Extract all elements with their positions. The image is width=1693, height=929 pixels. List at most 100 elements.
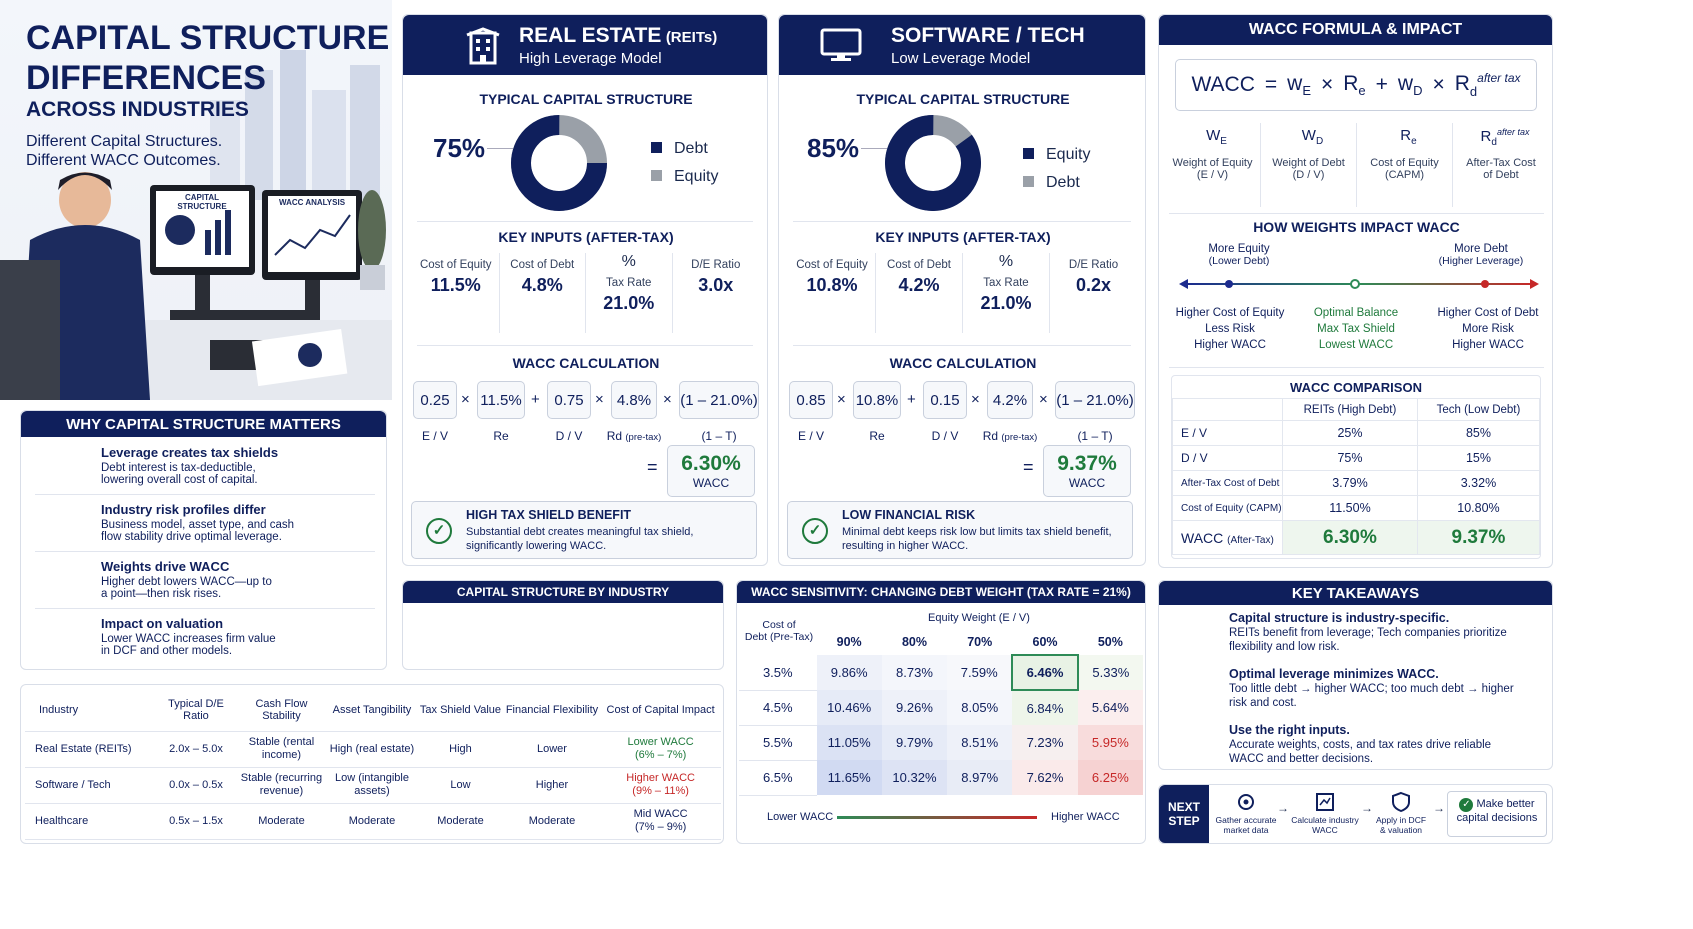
takeaway-desc: Too little debt → higher WACC; too much … bbox=[1229, 683, 1514, 695]
takeaway-title: Capital structure is industry-specific. bbox=[1229, 611, 1450, 625]
industry-table-header: Financial Flexibility bbox=[503, 689, 601, 732]
wacc-result-label: WACC bbox=[1068, 476, 1106, 490]
tech-pct-leader bbox=[861, 148, 887, 149]
sens-cell: 8.97% bbox=[947, 760, 1013, 795]
sens-cell: 6.46% bbox=[1011, 654, 1079, 691]
key-input-label: Cost of Equity bbox=[419, 259, 492, 271]
industry-impact: Mid WACC (7% – 9%) bbox=[600, 803, 721, 840]
weights-scale bbox=[1179, 279, 1539, 289]
weights-effect: Optimal Balance bbox=[1313, 307, 1399, 319]
formula-card: WACC FORMULA & IMPACT WACC = wE × Re + wD… bbox=[1158, 14, 1553, 568]
calc-operator: × bbox=[461, 391, 470, 408]
reit-structure-label: TYPICAL CAPITAL STRUCTURE bbox=[479, 91, 693, 107]
comp-cell: 10.80% bbox=[1416, 495, 1541, 521]
building-icon bbox=[466, 27, 500, 65]
sens-row-header: 5.5% bbox=[739, 725, 817, 761]
formula-part-label: (D / V) bbox=[1292, 169, 1325, 181]
reit-pct-leader bbox=[487, 148, 513, 149]
comparison-box: WACC COMPARISON REITs (High Debt) Tech (L… bbox=[1171, 375, 1541, 559]
sens-cell: 5.64% bbox=[1077, 690, 1143, 725]
calc-value-box: (1 – 21.0%) bbox=[679, 381, 759, 419]
sens-col-header: 80% bbox=[901, 635, 927, 649]
key-input-value: 10.8% bbox=[806, 275, 858, 295]
next-step-3: Apply in DCF & valuation bbox=[1369, 791, 1433, 835]
industry-table-card: Industry Typical D/E Ratio Cash Flow Stabi… bbox=[20, 684, 724, 844]
by-industry-header: CAPITAL STRUCTURE BY INDUSTRY bbox=[403, 581, 723, 603]
sens-cell: 8.05% bbox=[947, 690, 1013, 725]
why-item: Impact on valuation Lower WACC increases … bbox=[35, 612, 375, 666]
calculator-chart-icon bbox=[1316, 793, 1334, 811]
why-item-desc: lowering overall cost of capital. bbox=[101, 474, 258, 486]
sensitivity-table: 90% 80% 70% 60% 50% 3.5% 9.86% 8.73% 7.59% 6.46% 5… bbox=[739, 629, 1143, 796]
why-item-desc: Higher debt lowers WACC—up to bbox=[101, 576, 272, 588]
weights-effect: Higher Cost of Debt bbox=[1437, 307, 1539, 319]
takeaway-item: Use the right inputs. Accurate weights, c… bbox=[1171, 721, 1546, 773]
industry-cell: High bbox=[417, 731, 504, 768]
industry-cell: Low bbox=[417, 767, 504, 804]
weights-effect: Max Tax Shield bbox=[1317, 323, 1395, 335]
key-input: D/E Ratio 0.2x bbox=[1050, 253, 1137, 333]
sens-cell: 9.26% bbox=[881, 690, 948, 725]
formula-part-label: (CAPM) bbox=[1384, 169, 1425, 181]
comp-wacc-row: WACC (After-Tax) 6.30% 9.37% bbox=[1172, 520, 1541, 555]
sens-higher-label: Higher WACC bbox=[1051, 811, 1120, 823]
industry-cell: High (real estate) bbox=[326, 731, 418, 768]
industry-name: Healthcare bbox=[35, 814, 89, 827]
calc-operator: × bbox=[837, 391, 846, 408]
calc-value-label: D / V bbox=[555, 429, 583, 443]
comp-cell: 75% bbox=[1282, 445, 1418, 471]
why-item-desc: in DCF and other models. bbox=[101, 645, 233, 657]
sens-row-label: Cost of Debt (Pre-Tax) bbox=[744, 619, 814, 643]
calc-equals: = bbox=[1023, 457, 1034, 477]
screen-label-wacc-analysis: WACC ANALYSIS bbox=[278, 198, 346, 207]
calc-value-box: 0.85 bbox=[789, 381, 833, 419]
wacc-result: 9.37% WACC bbox=[1043, 445, 1131, 497]
reit-header: REAL ESTATE (REITs) High Leverage Model bbox=[403, 15, 767, 75]
industry-table-header: Cash Flow Stability bbox=[236, 689, 327, 732]
benefit-desc: significantly lowering WACC. bbox=[466, 540, 607, 552]
sens-gradient-bar bbox=[837, 816, 1037, 819]
weights-effect: More Risk bbox=[1462, 323, 1514, 335]
sens-cell: 10.32% bbox=[881, 760, 948, 795]
weights-label: HOW WEIGHTS IMPACT WACC bbox=[1253, 219, 1460, 235]
industry-table-header: Cost of Capital Impact bbox=[600, 689, 721, 732]
comp-cell: 3.79% bbox=[1282, 470, 1418, 496]
sens-cell: 11.05% bbox=[816, 725, 882, 760]
calc-value-label: (1 – T) bbox=[1077, 429, 1113, 443]
sens-row: 4.5% 10.46% 9.26% 8.05% 6.84% 5.64% bbox=[739, 690, 1143, 726]
sens-cell: 10.46% bbox=[816, 690, 882, 725]
why-item-desc: Lower WACC increases firm value bbox=[101, 633, 276, 645]
calc-operator: + bbox=[531, 391, 540, 408]
reit-title-tag: (REITs) bbox=[665, 28, 718, 46]
formula-header: WACC FORMULA & IMPACT bbox=[1159, 15, 1552, 45]
tech-inputs-label: KEY INPUTS (AFTER-TAX) bbox=[875, 229, 1051, 245]
industry-name: Software / Tech bbox=[35, 778, 111, 791]
industry-cell: Low (intangible assets) bbox=[326, 767, 418, 804]
sens-cell: 5.33% bbox=[1077, 655, 1143, 690]
reit-card: REAL ESTATE (REITs) High Leverage Model … bbox=[402, 14, 768, 566]
takeaway-item: Capital structure is industry-specific. R… bbox=[1171, 609, 1546, 661]
tech-subtitle: Low Leverage Model bbox=[891, 49, 1031, 67]
wacc-result-label: WACC bbox=[692, 476, 730, 490]
sens-cell: 6.25% bbox=[1077, 760, 1143, 795]
reit-debt-major-slice bbox=[511, 115, 607, 211]
weights-col-equity: Higher Cost of Equity Less Risk Higher WAC… bbox=[1165, 305, 1295, 353]
calc-value-label: E / V bbox=[797, 429, 824, 443]
arrow-icon: → bbox=[1361, 801, 1373, 815]
key-input-label: Cost of Debt bbox=[510, 259, 575, 271]
tech-title: SOFTWARE / TECH bbox=[891, 23, 1085, 47]
next-step-1: Gather accurate market data bbox=[1211, 791, 1281, 835]
comp-row-label: After-Tax Cost of Debt bbox=[1172, 470, 1283, 496]
city-skyline-illustration bbox=[210, 50, 380, 200]
why-item: Industry risk profiles differ Business mo… bbox=[35, 498, 375, 552]
formula-part-label: Weight of Equity bbox=[1172, 157, 1253, 169]
key-input-value: 4.8% bbox=[521, 275, 563, 295]
key-input-value: 21.0% bbox=[980, 293, 1032, 313]
industry-cell: Moderate bbox=[236, 803, 327, 840]
why-item: Leverage creates tax shields Debt interes… bbox=[35, 441, 375, 495]
comp-cell: 3.32% bbox=[1416, 470, 1541, 496]
calc-value-box: 10.8% bbox=[853, 381, 901, 419]
sens-cell: 8.51% bbox=[947, 725, 1013, 760]
takeaway-desc: risk and cost. bbox=[1229, 697, 1297, 709]
by-industry-card: CAPITAL STRUCTURE BY INDUSTRY bbox=[402, 580, 724, 670]
